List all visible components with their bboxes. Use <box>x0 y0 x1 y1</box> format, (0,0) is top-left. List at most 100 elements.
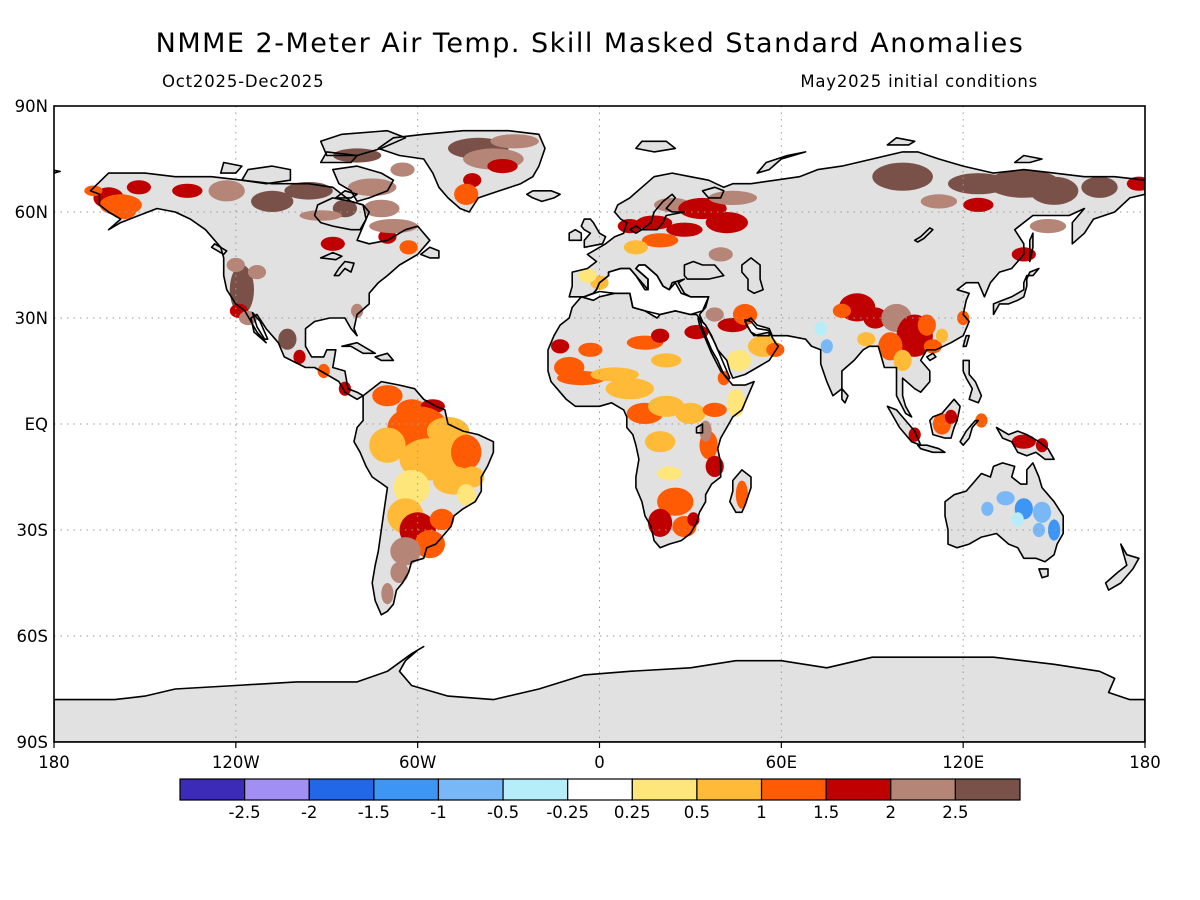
color-bar-label: 2 <box>886 803 897 822</box>
initial-conditions: May2025 initial conditions <box>800 72 1038 91</box>
japan-coastline <box>992 267 1040 316</box>
sri-lanka-coastline <box>841 387 849 404</box>
cuba-land <box>341 342 376 354</box>
anomaly-cell <box>717 371 730 386</box>
persian-gulf <box>744 319 770 337</box>
latitude-labels: 90N 60N 30N EQ 30S 60S 90S <box>15 97 48 752</box>
madagascar-coastline <box>729 469 752 514</box>
sumatra-coastline <box>886 405 922 446</box>
ellesmere-island-land <box>320 130 406 156</box>
java-coastline <box>916 444 946 454</box>
color-bar-swatch <box>825 778 892 801</box>
color-bar-swatch <box>179 778 246 801</box>
anomaly-cell <box>454 183 479 205</box>
new-guinea-coastline <box>995 426 1055 461</box>
lat-tick-label: EQ <box>25 415 48 434</box>
lon-tick-label: 60W <box>399 753 436 772</box>
north-america-coastline <box>89 172 431 401</box>
anomaly-cell <box>251 190 294 212</box>
anomaly-cell <box>935 328 949 343</box>
ellesmere-island-coastline <box>319 129 407 157</box>
anomaly-cell <box>578 342 603 357</box>
lake-baikal <box>913 227 934 243</box>
anomaly-cell <box>666 222 703 237</box>
anomaly-cell <box>702 402 727 417</box>
severnaya-zemlya-coastline <box>886 137 916 146</box>
lat-tick-label: 90N <box>15 97 48 116</box>
anomaly-cell <box>487 159 518 174</box>
lake-michigan-huron <box>333 260 355 277</box>
philippines-coastline <box>962 359 983 404</box>
java-land <box>917 445 945 453</box>
longitude-labels: 180 120W 60W 0 60E 120E 180 <box>38 742 1161 772</box>
banks-island-coastline <box>219 161 243 174</box>
anomaly-cell <box>111 204 136 220</box>
novaya-zemlya-coastline <box>756 151 807 174</box>
anomaly-cell <box>699 420 712 442</box>
color-bar-swatch <box>631 778 698 801</box>
philippines-land <box>963 360 982 403</box>
lat-tick-label: 30S <box>17 521 48 540</box>
lon-tick-label: 0 <box>594 753 605 772</box>
anomaly-cell <box>657 466 682 481</box>
anomaly-cell <box>278 328 297 350</box>
valid-period: Oct2025-Dec2025 <box>162 72 324 91</box>
anomaly-cell <box>126 180 151 195</box>
anomaly-cell <box>893 349 912 371</box>
anomaly-cell <box>208 180 245 202</box>
color-bar-swatch <box>696 778 763 801</box>
anomaly-cell <box>172 183 203 198</box>
anomaly-cell <box>1029 219 1067 234</box>
anomaly-cell <box>617 219 642 234</box>
anomaly-cell <box>651 353 682 368</box>
anomaly-cell <box>451 434 482 470</box>
anomaly-cell <box>369 427 406 463</box>
anomaly-cell <box>863 307 888 329</box>
color-bar-label: 1.5 <box>813 803 839 822</box>
color-bar-label: -2 <box>301 803 317 822</box>
anomaly-cell <box>726 349 752 371</box>
anomaly-cell <box>644 431 676 453</box>
anomaly-cell <box>657 487 694 516</box>
baltic-sea <box>641 193 686 231</box>
color-bar-label: -0.5 <box>487 803 519 822</box>
anomaly-cell <box>363 199 400 218</box>
anomaly-cell <box>381 583 394 605</box>
color-bar-swatch <box>502 778 569 801</box>
victoria-island-land <box>241 166 291 184</box>
red-sea <box>697 317 731 380</box>
map-title: NMME 2-Meter Air Temp. Skill Masked Stan… <box>156 28 1025 59</box>
anomaly-cell <box>1029 176 1079 205</box>
color-bar-label: -1.5 <box>358 803 390 822</box>
anomaly-cell <box>832 303 852 318</box>
color-bar-swatch <box>244 778 310 801</box>
anomaly-cell <box>293 349 306 364</box>
australia-land <box>945 462 1064 562</box>
gulf-of-california <box>251 311 269 340</box>
anomaly-cell <box>390 561 409 584</box>
anomaly-shading <box>84 134 1145 605</box>
anomaly-cell <box>1011 434 1036 449</box>
color-bar-label: 2.5 <box>942 803 968 822</box>
anomaly-cell <box>708 190 757 205</box>
tasmania-coastline <box>1038 568 1049 579</box>
great-britain-coastline <box>580 218 607 249</box>
anomaly-cell <box>820 339 833 354</box>
japan-land <box>993 268 1039 315</box>
anomaly-cell <box>414 530 445 559</box>
anomaly-cell <box>605 378 654 400</box>
lat-tick-label: 90S <box>17 733 48 752</box>
anomaly-cell <box>735 480 749 509</box>
color-bar-label: -0.25 <box>546 803 589 822</box>
anomaly-cell <box>705 212 748 234</box>
taiwan-coastline <box>962 334 970 348</box>
anomaly-cell <box>1032 501 1052 523</box>
anomaly-cell <box>299 210 342 221</box>
anomaly-cell <box>857 332 876 347</box>
anomaly-cell <box>917 314 936 336</box>
sulawesi-land <box>960 420 979 446</box>
antarctica-coastline <box>54 645 1145 742</box>
tasmania-land <box>1038 568 1048 578</box>
ireland-coastline <box>568 228 583 242</box>
color-bar-swatch <box>890 778 956 801</box>
